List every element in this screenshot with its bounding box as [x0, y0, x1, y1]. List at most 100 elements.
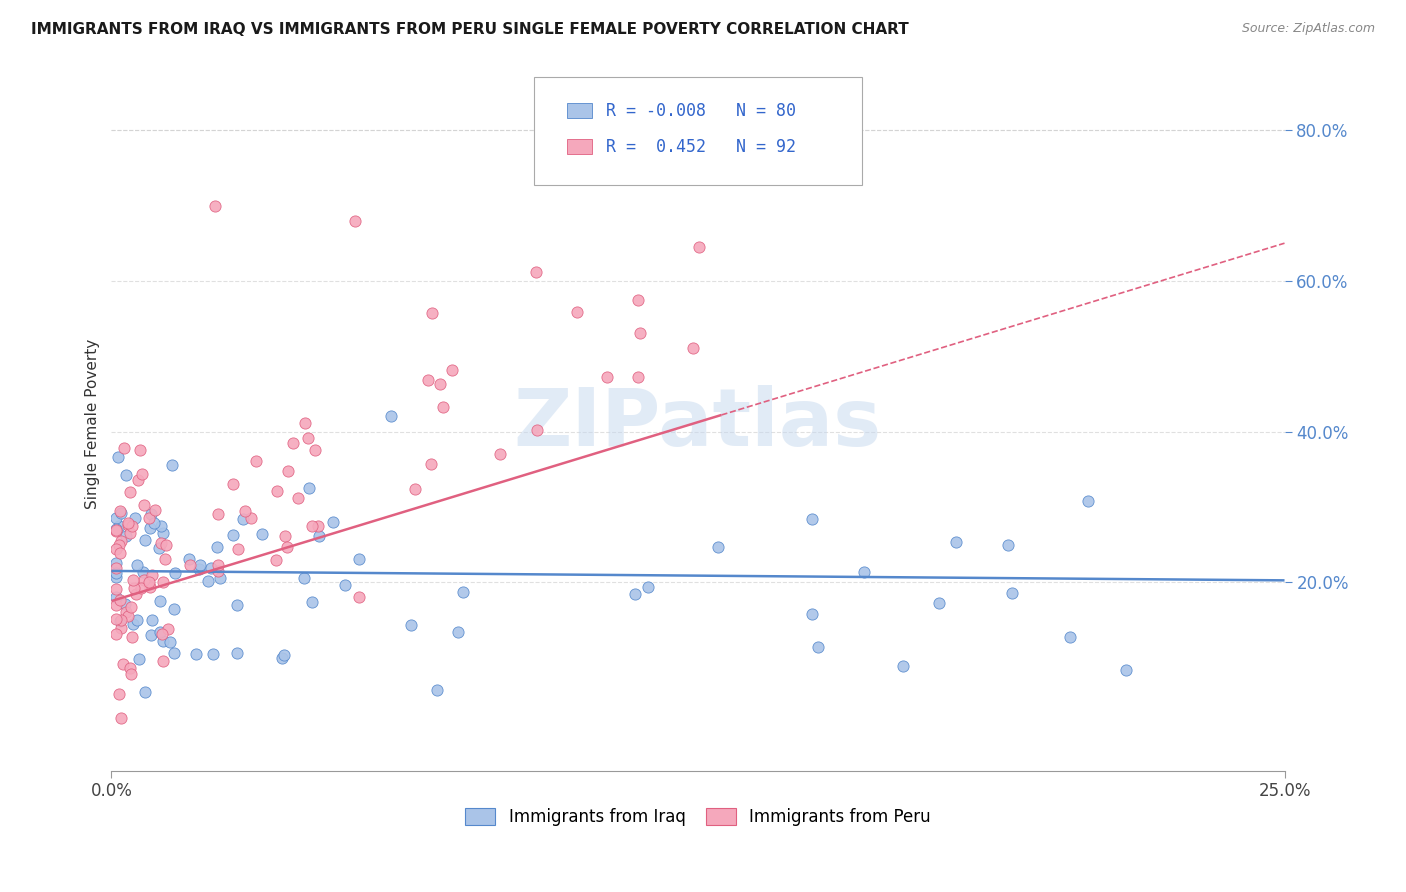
Point	[628, 326, 651, 340]
Point	[292, 571, 315, 585]
Point	[222, 527, 245, 541]
Point	[105, 556, 128, 570]
Point	[112, 441, 135, 455]
Point	[111, 657, 134, 671]
Point	[707, 540, 730, 554]
Point	[105, 566, 128, 580]
Point	[118, 661, 141, 675]
Point	[226, 541, 249, 556]
Point	[139, 580, 162, 594]
Point	[273, 648, 295, 663]
Point	[117, 516, 139, 530]
Point	[298, 481, 321, 495]
Point	[105, 524, 128, 538]
Point	[225, 646, 247, 660]
Point	[177, 552, 200, 566]
Point	[184, 647, 207, 661]
Point	[108, 519, 131, 533]
Point	[188, 558, 211, 573]
Point	[235, 503, 257, 517]
Point	[127, 473, 149, 487]
Point	[287, 491, 309, 506]
Point	[107, 537, 129, 551]
Point	[347, 590, 370, 604]
Point	[105, 560, 128, 574]
Point	[108, 615, 131, 629]
Point	[121, 519, 143, 533]
Point	[204, 198, 226, 212]
Point	[107, 450, 129, 464]
Point	[141, 568, 163, 582]
Point	[333, 578, 356, 592]
Point	[205, 540, 228, 554]
Point	[108, 504, 131, 518]
Point	[155, 552, 177, 566]
Point	[399, 618, 422, 632]
Point	[624, 587, 647, 601]
Point	[1115, 663, 1137, 677]
Point	[125, 558, 148, 572]
Point	[222, 476, 245, 491]
Point	[852, 565, 875, 579]
Point	[163, 646, 186, 660]
Point	[416, 373, 439, 387]
Point	[526, 423, 548, 437]
Point	[114, 597, 136, 611]
Point	[118, 526, 141, 541]
Point	[179, 558, 201, 573]
Point	[117, 608, 139, 623]
Point	[207, 564, 229, 578]
FancyBboxPatch shape	[567, 139, 592, 154]
Point	[128, 652, 150, 666]
Point	[264, 553, 287, 567]
Point	[277, 464, 299, 478]
Point	[142, 516, 165, 530]
Point	[891, 659, 914, 673]
Point	[105, 522, 128, 536]
Point	[139, 521, 162, 535]
Point	[148, 541, 170, 555]
Point	[163, 602, 186, 616]
Point	[124, 510, 146, 524]
Point	[129, 443, 152, 458]
Point	[138, 574, 160, 589]
Point	[152, 575, 174, 590]
Point	[141, 628, 163, 642]
Point	[152, 626, 174, 640]
Point	[595, 369, 617, 384]
Point	[207, 507, 229, 521]
Point	[202, 647, 225, 661]
Point	[132, 573, 155, 587]
Text: IMMIGRANTS FROM IRAQ VS IMMIGRANTS FROM PERU SINGLE FEMALE POVERTY CORRELATION C: IMMIGRANTS FROM IRAQ VS IMMIGRANTS FROM …	[31, 22, 908, 37]
Point	[807, 640, 830, 654]
Point	[1077, 494, 1099, 508]
Point	[134, 685, 156, 699]
Point	[152, 654, 174, 668]
Point	[120, 600, 142, 615]
Point	[131, 467, 153, 481]
Point	[132, 565, 155, 579]
Point	[420, 306, 443, 320]
Point	[160, 458, 183, 473]
Text: R =  0.452   N = 92: R = 0.452 N = 92	[606, 137, 796, 156]
Point	[347, 552, 370, 566]
Point	[489, 447, 512, 461]
Point	[446, 625, 468, 640]
Point	[207, 558, 229, 573]
Point	[138, 510, 160, 524]
Point	[122, 616, 145, 631]
Point	[105, 582, 128, 596]
Point	[266, 484, 288, 499]
Point	[420, 457, 443, 471]
Point	[107, 687, 129, 701]
FancyBboxPatch shape	[534, 78, 862, 185]
Point	[245, 453, 267, 467]
Point	[197, 574, 219, 588]
Point	[159, 635, 181, 649]
Point	[307, 519, 329, 533]
Point	[120, 667, 142, 681]
Point	[682, 341, 704, 355]
Y-axis label: Single Female Poverty: Single Female Poverty	[86, 339, 100, 509]
Point	[105, 598, 128, 612]
Point	[120, 485, 142, 500]
